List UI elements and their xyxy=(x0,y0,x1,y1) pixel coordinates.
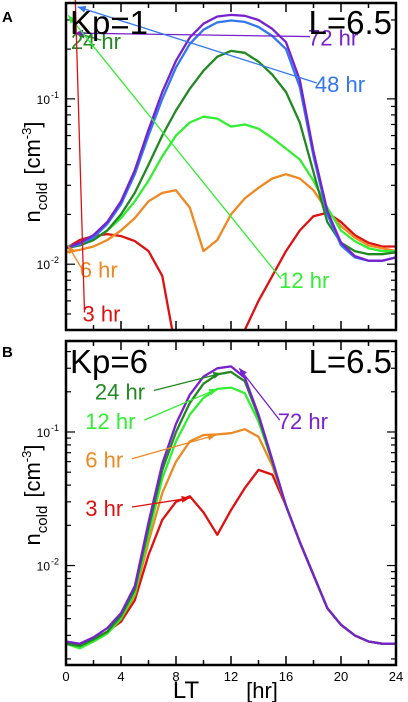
panel-b-arrow-12-hr xyxy=(143,388,218,421)
panel-b-label-72-hr: 72 hr xyxy=(278,409,328,434)
panel-a-y-tick-exponent: -1 xyxy=(51,90,59,100)
x-tick-label: 12 xyxy=(224,669,238,684)
panel-b-label-12-hr: 12 hr xyxy=(85,409,135,434)
panel-a-arrowhead-12-hr xyxy=(68,15,77,24)
panel-a-y-axis-label: ncold [cm-3] xyxy=(19,122,51,223)
panel-a-kp-label: Kp=1 xyxy=(70,4,148,41)
x-tick-label: 4 xyxy=(117,669,124,684)
panel-b-arrowhead-12-hr xyxy=(208,388,218,396)
panel-b-frame xyxy=(64,339,398,667)
panel-a-series-6-hr xyxy=(66,173,396,254)
panel-a-series-12-hr xyxy=(66,115,396,253)
panel-a-arrowhead-6-hr xyxy=(67,245,76,255)
panel-b-y-tick-label: 10 xyxy=(37,560,51,574)
panel-a-label-72-hr: 72 hr xyxy=(308,26,358,51)
x-axis-unit: [hr] xyxy=(246,678,278,702)
panel-a-label-12-hr: 12 hr xyxy=(279,268,329,293)
y-label-main: n xyxy=(20,210,45,222)
panel-b-y-tick-label: 10 xyxy=(37,426,51,440)
y-unit-base: [cm xyxy=(20,139,45,174)
x-tick-labels: 0 4 8 12 16 20 24 xyxy=(62,669,403,684)
panel-b-letter: B xyxy=(2,344,13,361)
panel-a-series-72-hr xyxy=(66,13,396,262)
panel-a-label-3-hr: 3 hr xyxy=(83,302,121,327)
panel-a-y-tick-exponent: -2 xyxy=(51,255,59,265)
panel-b-label-3-hr: 3 hr xyxy=(85,496,123,521)
x-tick-label: 16 xyxy=(279,669,293,684)
y-unit-close: ] xyxy=(20,445,45,451)
panel-b-arrow-3-hr xyxy=(131,497,190,508)
panel-a-label-48-hr: 48 hr xyxy=(315,72,365,97)
panel-b-y-tick-exponent: -2 xyxy=(51,557,59,567)
svg-text:ncold[cm-3]: ncold [cm-3] xyxy=(19,445,51,546)
panel-b-y-axis-label: ncold [cm-3] xyxy=(19,445,51,546)
panel-b-label-6-hr: 6 hr xyxy=(85,448,123,473)
panel-a-arrow-12-hr xyxy=(67,14,282,280)
panel-b-arrow-24-hr xyxy=(153,372,222,392)
panel-a-arrow-72-hr xyxy=(74,32,311,38)
panel-a-arrow-3-hr xyxy=(74,0,86,313)
y-unit-close: ] xyxy=(20,122,45,128)
panel-a-label-6-hr: 6 hr xyxy=(80,258,118,283)
panel-b-l-label: L=6.5 xyxy=(309,343,393,380)
panel-a-y-tick-label: 10 xyxy=(37,258,51,272)
panel-a-series-3-hr xyxy=(66,232,174,330)
x-tick-label: 8 xyxy=(172,669,179,684)
x-tick-label: 0 xyxy=(62,669,69,684)
y-unit-exp: -3 xyxy=(19,128,34,140)
panel-a-l-label: L=6.5 xyxy=(309,4,393,41)
x-axis-label: LT xyxy=(173,677,200,702)
y-label-sub: cold xyxy=(34,183,51,211)
panel-a-series-3-hr-dayside xyxy=(243,211,396,330)
panel-a-series-48-hr xyxy=(66,19,396,262)
panel-b-y-tick-exponent: -1 xyxy=(51,423,59,433)
panel-b-series-72-hr xyxy=(66,365,396,645)
x-tick-label: 20 xyxy=(334,669,348,684)
panel-a-letter: A xyxy=(2,9,13,26)
panel-b-arrowhead-72-hr xyxy=(239,368,247,377)
panel-b-arrow-72-hr xyxy=(238,367,281,421)
panel-a-y-tick-label: 10 xyxy=(37,93,51,107)
panel-a-arrowhead-48-hr xyxy=(77,5,87,13)
svg-text:ncold[cm-3]: ncold [cm-3] xyxy=(19,122,51,223)
panel-b-arrowhead-6-hr xyxy=(207,433,216,441)
panel-b-kp-label: Kp=6 xyxy=(70,343,148,380)
panel-a-frame xyxy=(64,1,398,332)
panel-b-arrow-6-hr xyxy=(131,434,217,460)
panel-b-label-24-hr: 24 hr xyxy=(95,380,145,405)
y-unit-base: [cm xyxy=(20,462,45,497)
panel-b-arrowhead-3-hr xyxy=(181,495,190,503)
y-unit-exp: -3 xyxy=(19,451,34,463)
panel-a-arrow-48-hr xyxy=(77,6,318,84)
y-label-main: n xyxy=(20,533,45,545)
x-tick-label: 24 xyxy=(389,669,403,684)
y-label-sub: cold xyxy=(34,506,51,534)
panel-b-arrowhead-24-hr xyxy=(212,371,222,379)
